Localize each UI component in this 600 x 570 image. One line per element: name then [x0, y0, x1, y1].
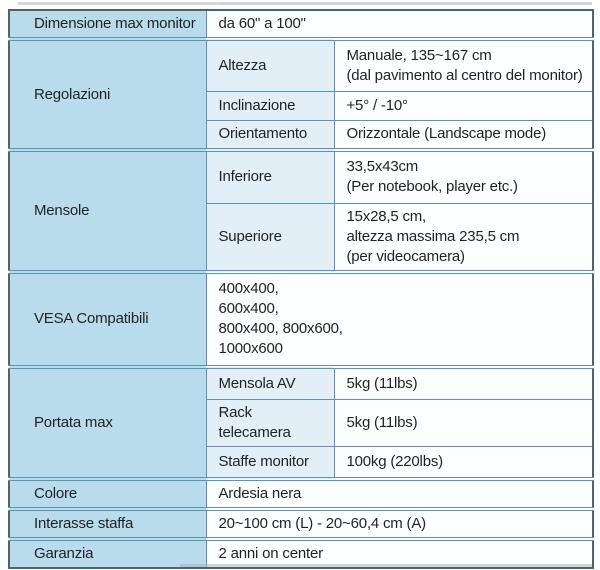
spec-sub-inferiore: Inferiore	[205, 148, 335, 204]
spec-value-inferiore: 33,5x43cm (Per notebook, player etc.)	[333, 148, 594, 204]
spec-sub-inclinazione: Inclinazione	[205, 90, 335, 121]
spec-value-mensola-av: 5kg (11lbs)	[333, 364, 594, 400]
spec-label-dimensione-max-monitor: Dimensione max monitor	[8, 9, 207, 40]
spec-label-vesa-compatibili: VESA Compatibili	[8, 269, 207, 367]
spec-value-interasse-staffa: 20~100 cm (L) - 20~60,4 cm (A)	[205, 506, 594, 539]
spec-label-interasse-staffa: Interasse staffa	[8, 506, 207, 539]
spec-value-vesa-compatibili: 400x400, 600x400, 800x400, 800x600, 1000…	[205, 269, 594, 367]
spec-sub-staffe-monitor: Staffe monitor	[205, 446, 335, 479]
spec-label-colore: Colore	[8, 476, 207, 509]
spec-value-inclinazione: +5° / -10°	[333, 90, 594, 121]
spec-sub-orientamento: Orientamento	[205, 119, 335, 151]
spec-value-rack-telecamera: 5kg (11lbs)	[333, 399, 594, 447]
spec-label-regolazioni: Regolazioni	[8, 37, 207, 151]
spec-label-mensole: Mensole	[8, 148, 207, 272]
spec-table: Dimensione max monitor da 60" a 100" Reg…	[8, 9, 595, 569]
spec-sub-mensola-av: Mensola AV	[205, 364, 335, 400]
spec-sub-altezza: Altezza	[205, 37, 335, 92]
spec-value-colore: Ardesia nera	[205, 476, 594, 509]
spec-value-staffe-monitor: 100kg (220lbs)	[333, 446, 594, 479]
spec-value-garanzia: 2 anni on center	[205, 536, 594, 568]
scan-artifact-bottom	[180, 564, 592, 567]
scan-artifact-top-light	[18, 2, 218, 5]
spec-label-portata-max: Portata max	[8, 364, 207, 479]
spec-value-dimensione-max-monitor: da 60" a 100"	[205, 9, 594, 40]
spec-value-altezza: Manuale, 135~167 cm (dal pavimento al ce…	[333, 37, 594, 92]
spec-sub-rack-telecamera: Rack telecamera	[205, 399, 335, 447]
scan-artifact-top	[18, 2, 592, 5]
spec-value-superiore: 15x28,5 cm, altezza massima 235,5 cm (pe…	[333, 202, 594, 272]
spec-value-orientamento: Orizzontale (Landscape mode)	[333, 119, 594, 151]
spec-sub-superiore: Superiore	[205, 202, 335, 272]
spec-label-garanzia: Garanzia	[8, 536, 207, 568]
